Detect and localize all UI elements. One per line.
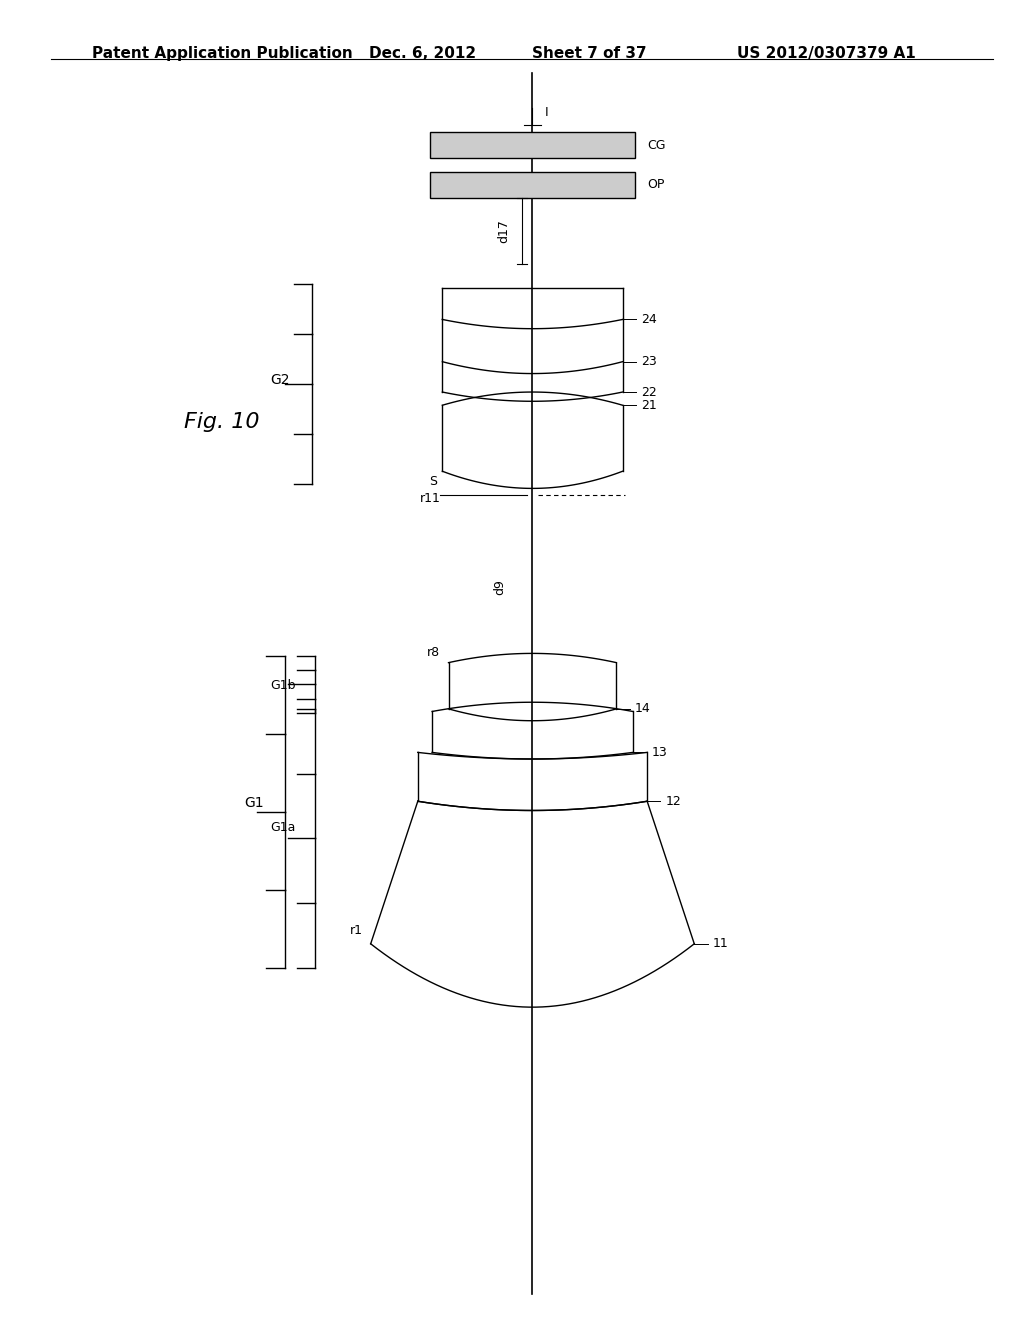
Text: 21: 21 xyxy=(641,399,656,412)
Bar xyxy=(430,172,635,198)
Text: 24: 24 xyxy=(641,313,656,326)
Text: 23: 23 xyxy=(641,355,656,368)
Text: I: I xyxy=(545,106,549,119)
Text: G2: G2 xyxy=(269,372,290,387)
Text: CG: CG xyxy=(647,139,666,152)
Text: S: S xyxy=(429,475,437,488)
Text: OP: OP xyxy=(647,178,665,191)
Text: 11: 11 xyxy=(713,937,728,950)
Text: G1: G1 xyxy=(244,796,264,810)
Text: G1a: G1a xyxy=(270,821,295,834)
Text: 22: 22 xyxy=(641,385,656,399)
Text: G1b: G1b xyxy=(270,680,295,692)
Text: Fig. 10: Fig. 10 xyxy=(184,412,260,433)
Text: Sheet 7 of 37: Sheet 7 of 37 xyxy=(532,46,647,61)
Text: r8: r8 xyxy=(427,645,440,659)
Text: Patent Application Publication: Patent Application Publication xyxy=(92,46,353,61)
Text: d17: d17 xyxy=(498,219,510,243)
Bar xyxy=(430,132,635,158)
Text: d9: d9 xyxy=(494,579,506,595)
Text: r1: r1 xyxy=(349,924,362,937)
Text: 14: 14 xyxy=(635,702,650,715)
Text: US 2012/0307379 A1: US 2012/0307379 A1 xyxy=(737,46,916,61)
Text: 13: 13 xyxy=(651,746,667,759)
Text: Dec. 6, 2012: Dec. 6, 2012 xyxy=(369,46,476,61)
Text: r11: r11 xyxy=(420,492,440,506)
Text: 12: 12 xyxy=(666,795,681,808)
